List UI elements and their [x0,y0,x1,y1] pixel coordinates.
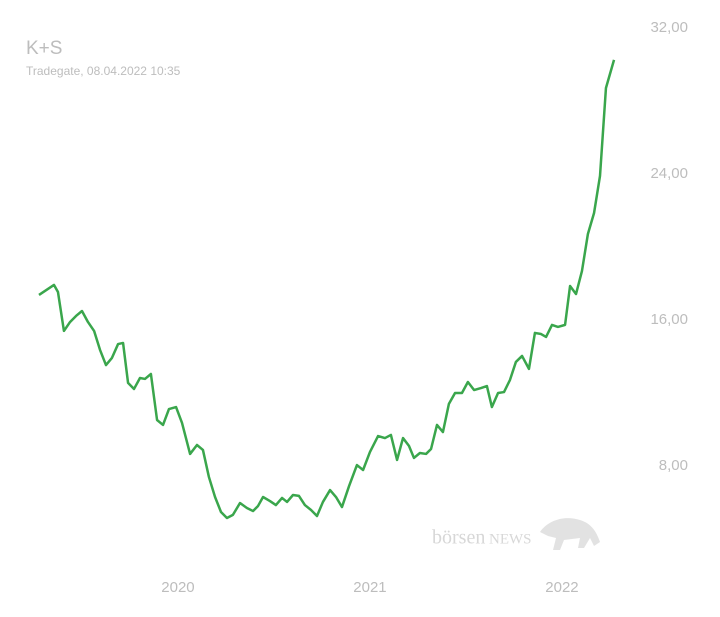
x-tick-label: 2020 [161,579,194,596]
watermark-suffix: NEWS [489,531,532,547]
x-tick-label: 2022 [545,579,578,596]
price-line [38,59,616,520]
chart-subtitle: Tradegate, 08.04.2022 10:35 [26,64,181,78]
chart-title: K+S [26,38,62,59]
y-tick-label: 32,00 [650,19,688,36]
bull-icon [540,518,600,550]
x-tick-label: 2021 [353,579,386,596]
y-tick-label: 8,00 [659,457,688,474]
y-tick-label: 16,00 [650,311,688,328]
watermark: börsen NEWS [432,518,600,550]
watermark-prefix: börsen [432,527,485,549]
y-tick-label: 24,00 [650,165,688,182]
